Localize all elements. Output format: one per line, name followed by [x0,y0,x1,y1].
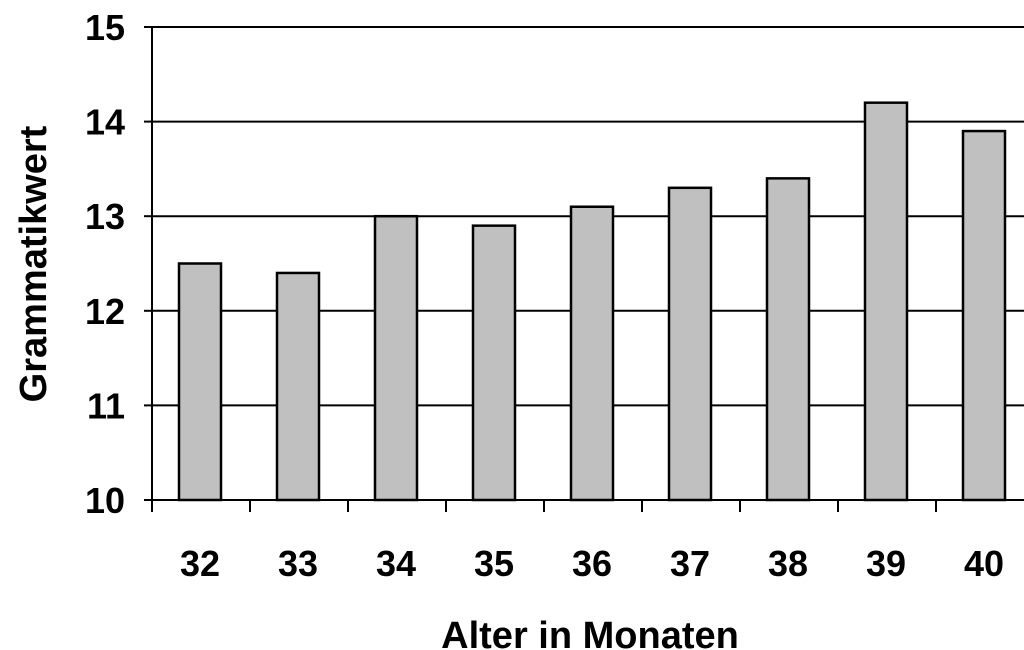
x-tick-label: 37 [670,543,710,584]
x-axis-title: Alter in Monaten [441,615,739,650]
x-tick-label: 32 [180,543,220,584]
y-tick-label: 10 [85,480,125,521]
x-tick-labels: 32 33 34 35 36 37 38 39 40 [180,543,1004,584]
x-tick-label: 38 [768,543,808,584]
bar-36 [571,207,613,500]
bar-32 [179,264,221,501]
bar-35 [473,226,515,500]
bar-34 [375,216,417,500]
y-tick-labels: 10 11 12 13 14 15 [85,7,125,521]
bar-37 [669,188,711,500]
x-tick-label: 35 [474,543,514,584]
x-tick-label: 34 [376,543,416,584]
y-tick-label: 14 [85,102,125,143]
y-axis-title: Grammatikwert [13,125,55,402]
y-tick-label: 11 [87,385,125,426]
x-tick-label: 33 [278,543,318,584]
bar-38 [767,178,809,500]
x-tick-label: 36 [572,543,612,584]
bar-39 [865,103,907,500]
y-tick-label: 13 [85,196,125,237]
bar-33 [277,273,319,500]
y-tick-label: 15 [85,7,125,48]
x-tick-label: 40 [964,543,1004,584]
bar-40 [963,131,1005,500]
y-tick-label: 12 [85,291,125,332]
bars [179,103,1005,500]
x-tick-label: 39 [866,543,906,584]
